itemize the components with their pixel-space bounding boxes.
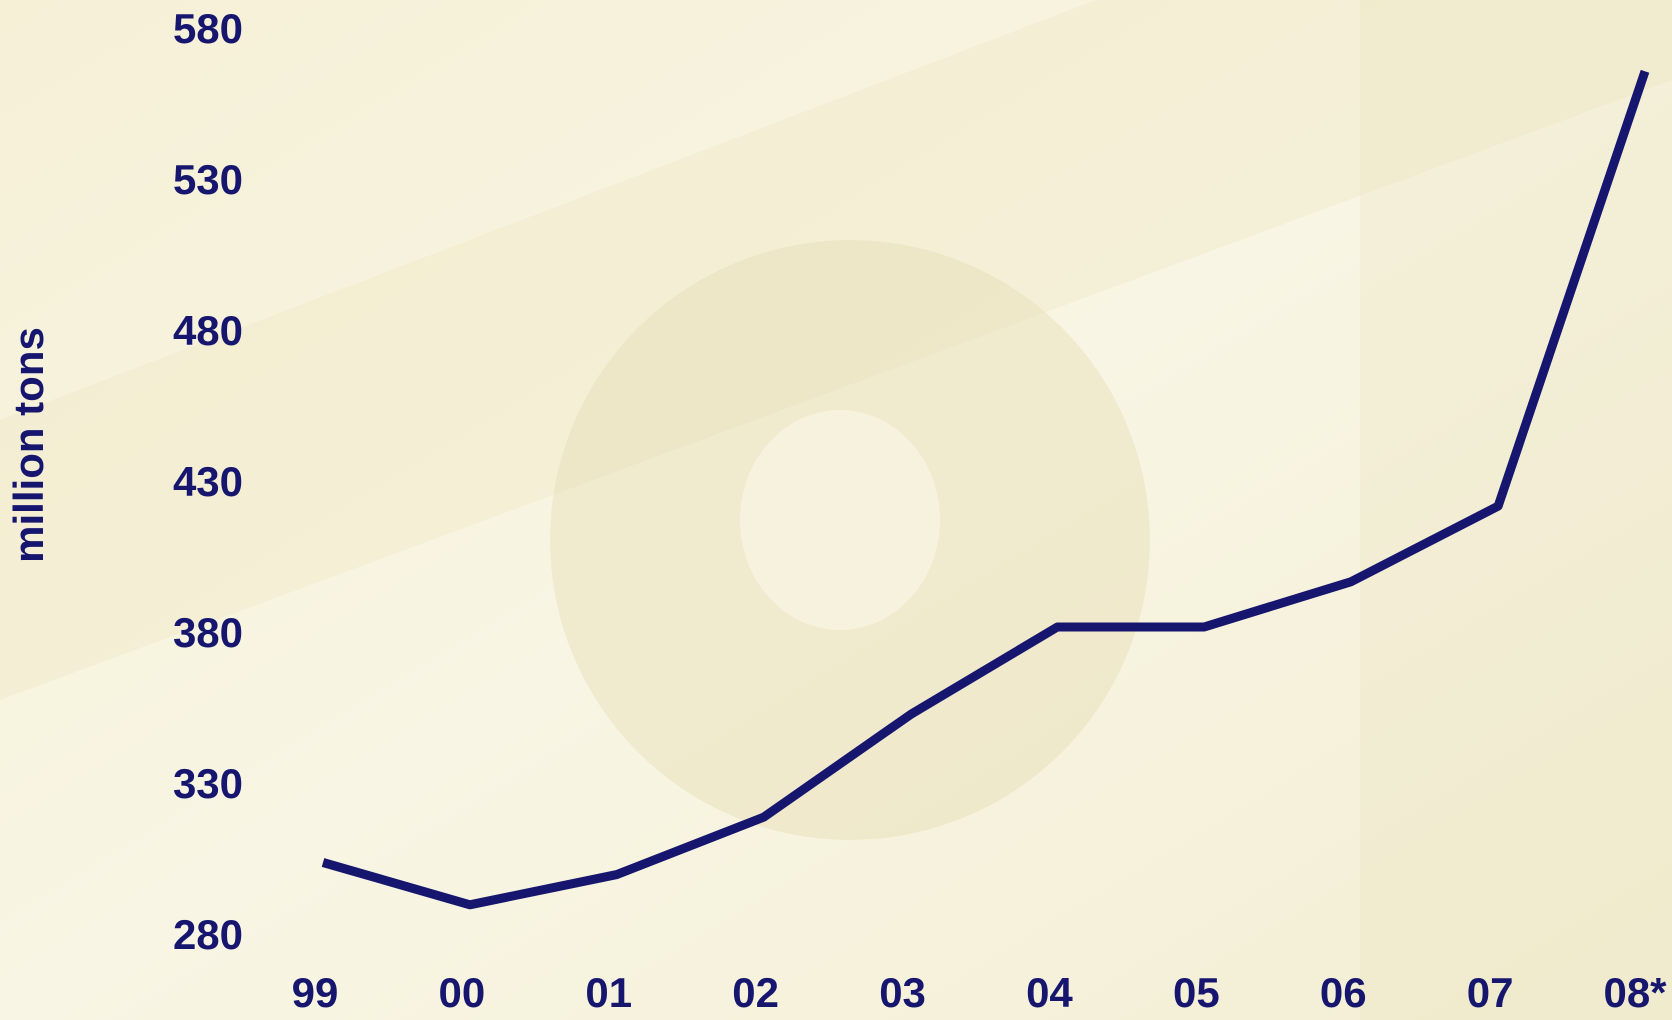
background-band bbox=[0, 0, 1672, 700]
x-tick-label: 04 bbox=[1026, 969, 1073, 1016]
x-tick-label: 01 bbox=[585, 969, 632, 1016]
background-band bbox=[1360, 0, 1672, 1020]
y-tick-label: 480 bbox=[173, 307, 243, 354]
y-tick-label: 430 bbox=[173, 458, 243, 505]
y-tick-label: 380 bbox=[173, 609, 243, 656]
background-seal-center bbox=[740, 410, 940, 630]
x-tick-label: 03 bbox=[879, 969, 926, 1016]
y-tick-label: 280 bbox=[173, 911, 243, 958]
x-tick-label: 07 bbox=[1467, 969, 1514, 1016]
data-line bbox=[321, 69, 1650, 910]
x-tick-label: 05 bbox=[1173, 969, 1220, 1016]
y-tick-label: 580 bbox=[173, 5, 243, 52]
x-tick-label: 02 bbox=[732, 969, 779, 1016]
y-axis-title: million tons bbox=[5, 327, 52, 563]
y-tick-label: 530 bbox=[173, 156, 243, 203]
y-tick-label: 330 bbox=[173, 760, 243, 807]
x-tick-label: 06 bbox=[1320, 969, 1367, 1016]
x-tick-label: 08* bbox=[1603, 969, 1667, 1016]
x-tick-label: 00 bbox=[439, 969, 486, 1016]
x-tick-label: 99 bbox=[292, 969, 339, 1016]
